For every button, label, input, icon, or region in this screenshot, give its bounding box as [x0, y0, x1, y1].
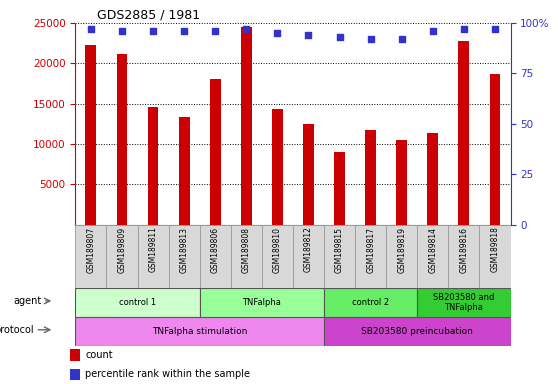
Bar [148, 107, 158, 225]
Bar [200, 225, 231, 288]
Text: count: count [85, 350, 113, 360]
Bar [449, 225, 479, 288]
Bar [70, 349, 80, 361]
Point [273, 30, 282, 36]
Text: SB203580 preincubation: SB203580 preincubation [362, 327, 473, 336]
Bar [262, 225, 293, 288]
Text: agent: agent [13, 296, 41, 306]
Bar [75, 317, 324, 346]
Text: GSM189809: GSM189809 [118, 227, 127, 273]
Text: GSM189806: GSM189806 [211, 227, 220, 273]
Bar [169, 225, 200, 288]
Bar [85, 45, 97, 225]
Point [304, 32, 313, 38]
Bar [117, 55, 127, 225]
Bar [137, 225, 169, 288]
Bar [231, 225, 262, 288]
Bar [179, 117, 190, 225]
Point [180, 28, 189, 34]
Point [211, 28, 220, 34]
Point [242, 26, 251, 32]
Text: GSM189807: GSM189807 [86, 227, 95, 273]
Point [459, 26, 468, 32]
Text: GSM189818: GSM189818 [490, 227, 499, 272]
Bar [107, 225, 137, 288]
Text: GSM189817: GSM189817 [366, 227, 375, 273]
Point [118, 28, 127, 34]
Bar [396, 140, 407, 225]
Text: GSM189815: GSM189815 [335, 227, 344, 273]
Bar [272, 109, 283, 225]
Bar [334, 152, 345, 225]
Text: GSM189813: GSM189813 [180, 227, 189, 273]
Text: percentile rank within the sample: percentile rank within the sample [85, 369, 251, 379]
Text: TNFalpha stimulation: TNFalpha stimulation [152, 327, 247, 336]
Bar [324, 288, 417, 317]
Text: GSM189819: GSM189819 [397, 227, 406, 273]
Text: control 2: control 2 [352, 298, 389, 307]
Bar [303, 124, 314, 225]
Text: SB203580 and
TNFalpha: SB203580 and TNFalpha [433, 293, 494, 312]
Bar [427, 133, 438, 225]
Bar [70, 369, 80, 380]
Point [490, 26, 499, 32]
Text: GSM189816: GSM189816 [459, 227, 468, 273]
Bar [386, 225, 417, 288]
Point [429, 28, 437, 34]
Bar [75, 288, 200, 317]
Text: GDS2885 / 1981: GDS2885 / 1981 [97, 9, 200, 22]
Text: GSM189812: GSM189812 [304, 227, 313, 272]
Bar [210, 79, 220, 225]
Text: GSM189810: GSM189810 [273, 227, 282, 273]
Text: GSM189814: GSM189814 [429, 227, 437, 273]
Bar [324, 225, 355, 288]
Bar [459, 41, 469, 225]
Bar [417, 225, 449, 288]
Text: protocol: protocol [0, 325, 34, 335]
Point [86, 26, 95, 32]
Text: GSM189808: GSM189808 [242, 227, 251, 273]
Bar [365, 130, 376, 225]
Bar [324, 317, 511, 346]
Bar [479, 225, 511, 288]
Point [148, 28, 157, 34]
Text: TNFalpha: TNFalpha [242, 298, 281, 307]
Bar [489, 74, 501, 225]
Bar [293, 225, 324, 288]
Bar [417, 288, 511, 317]
Bar [200, 288, 324, 317]
Text: control 1: control 1 [119, 298, 156, 307]
Point [366, 36, 375, 42]
Bar [241, 27, 252, 225]
Point [397, 36, 406, 42]
Bar [355, 225, 386, 288]
Point [335, 34, 344, 40]
Bar [75, 225, 107, 288]
Text: GSM189811: GSM189811 [148, 227, 157, 272]
